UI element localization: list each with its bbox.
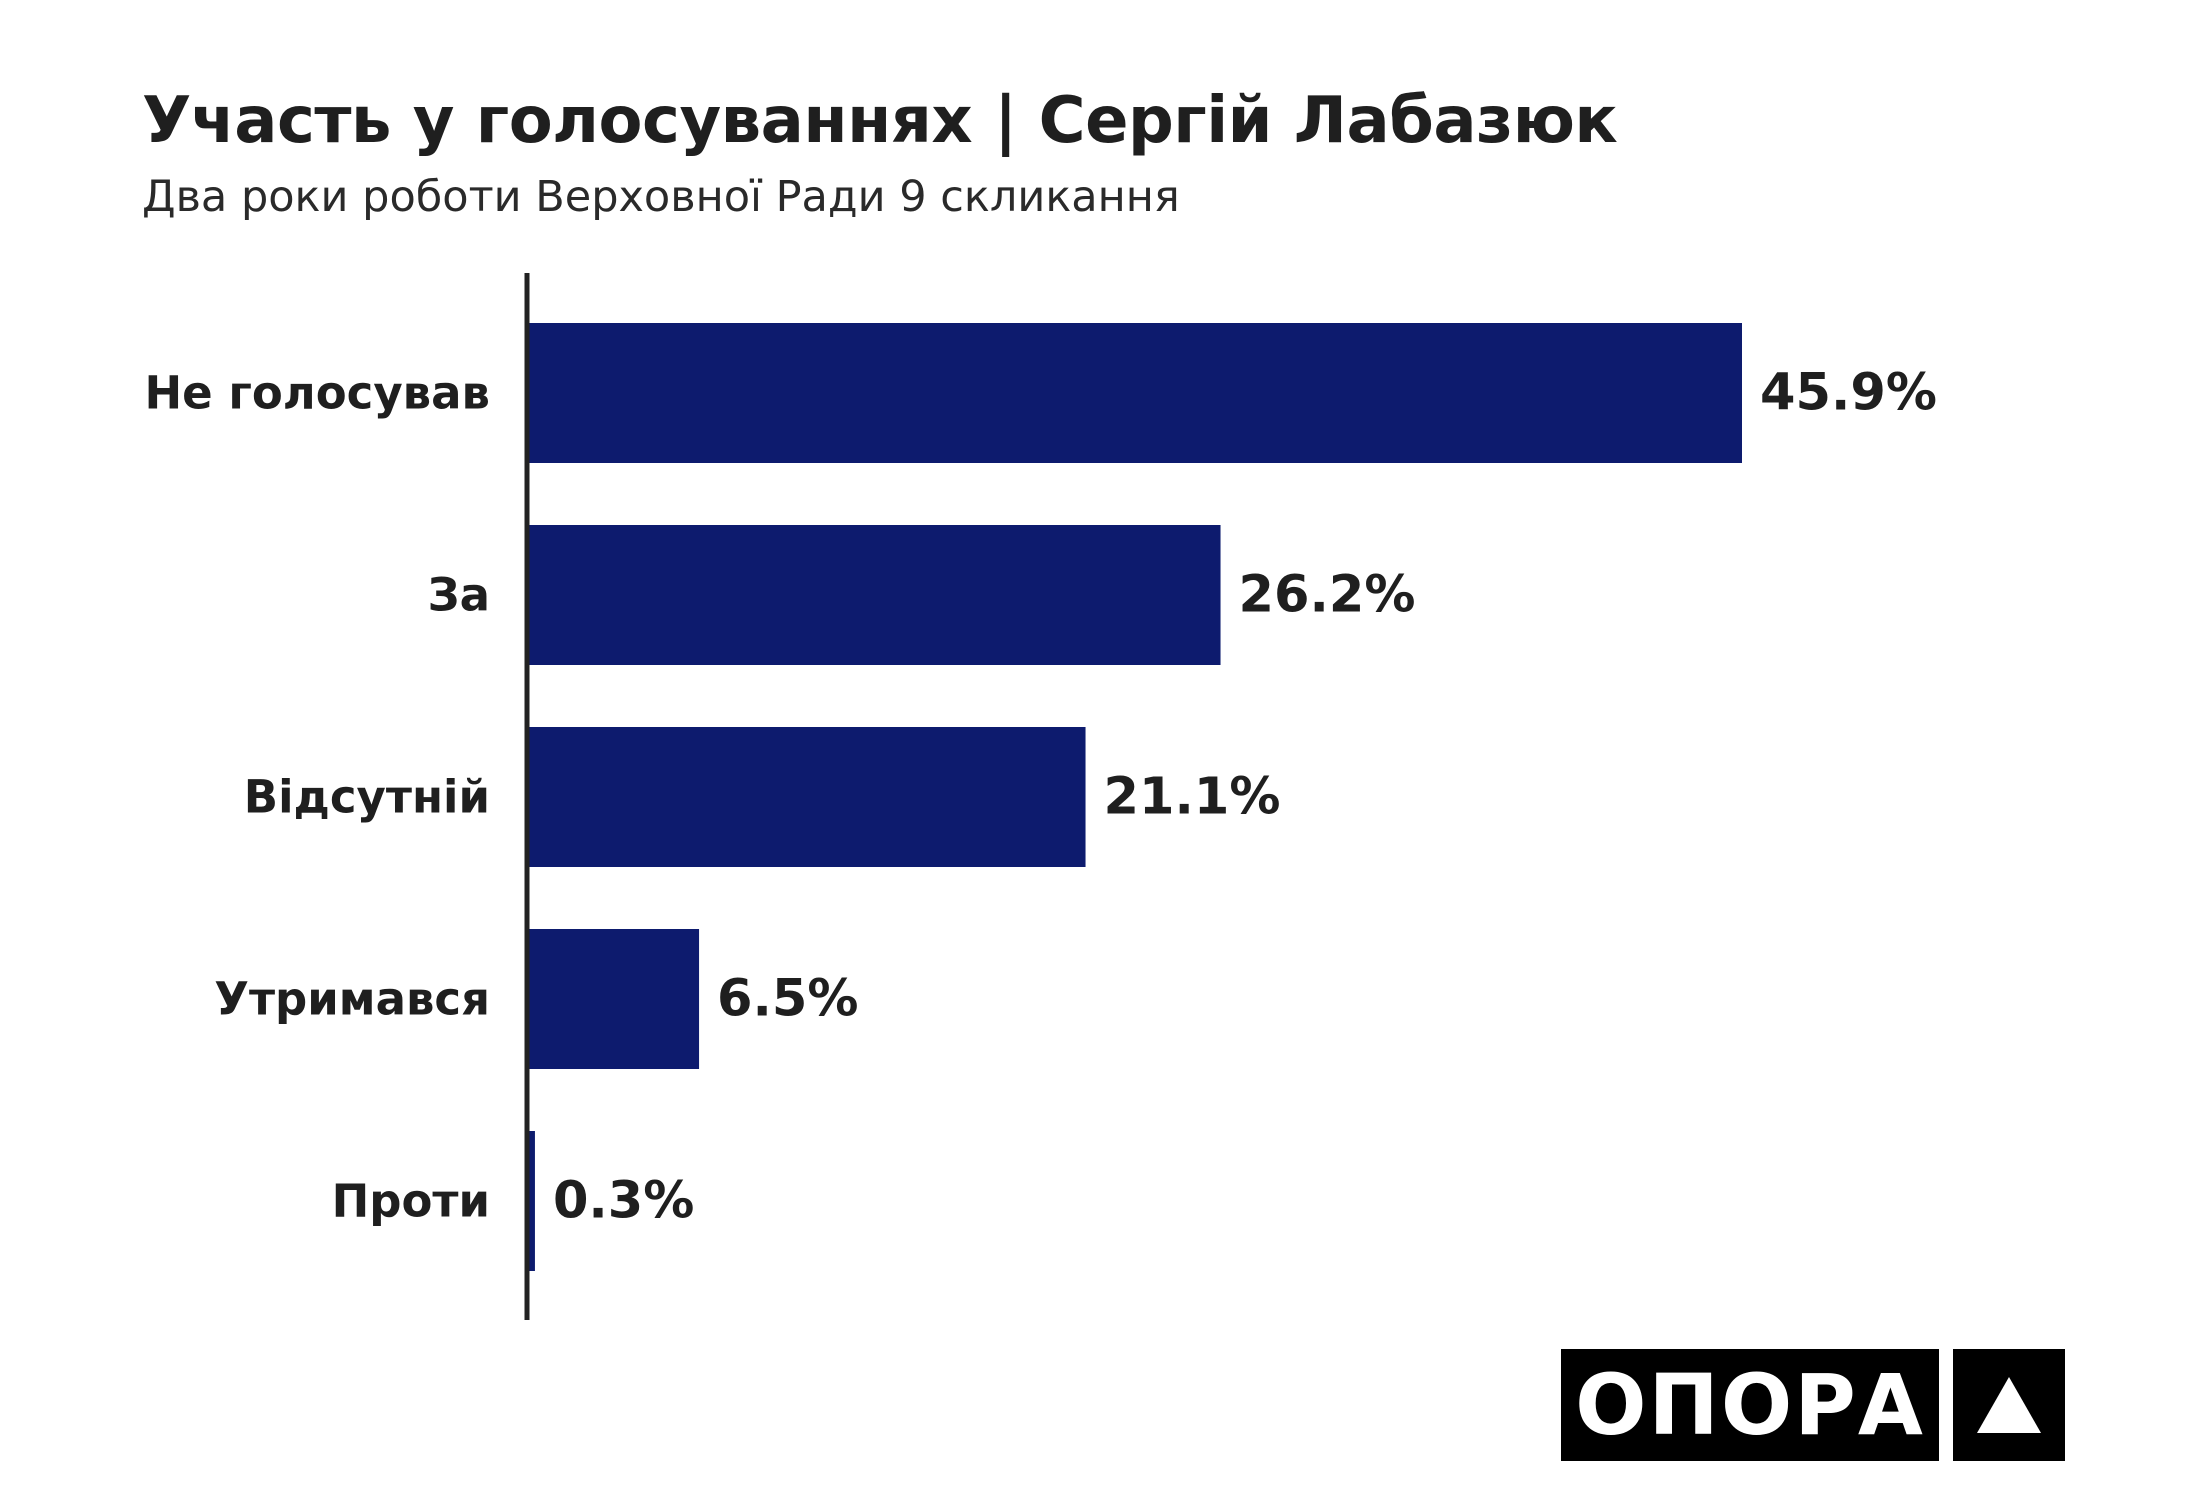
chart-title: Участь у голосуваннях | Сергій Лабазюк: [142, 84, 1618, 158]
category-label: Не голосував: [145, 367, 490, 420]
bar-1: [527, 525, 1221, 665]
chart-subtitle: Два роки роботи Верховної Ради 9 скликан…: [142, 172, 1180, 222]
category-label: За: [428, 569, 490, 622]
category-label: Відсутній: [244, 771, 490, 824]
value-label: 0.3%: [553, 1172, 694, 1231]
value-label: 45.9%: [1760, 364, 1937, 423]
bar-2: [527, 727, 1086, 867]
category-label: Утримався: [214, 973, 490, 1026]
value-label: 6.5%: [717, 970, 858, 1029]
bar-0: [527, 323, 1742, 463]
triangle-icon: [1953, 1349, 2065, 1461]
logo-wordmark: ОПОРА: [1561, 1349, 1939, 1461]
value-label: 21.1%: [1104, 768, 1281, 827]
bar-3: [527, 929, 700, 1069]
category-label: Проти: [332, 1175, 490, 1228]
bar-4: [527, 1131, 535, 1271]
value-label: 26.2%: [1239, 566, 1416, 625]
opora-logo: ОПОРА: [1561, 1349, 2065, 1461]
